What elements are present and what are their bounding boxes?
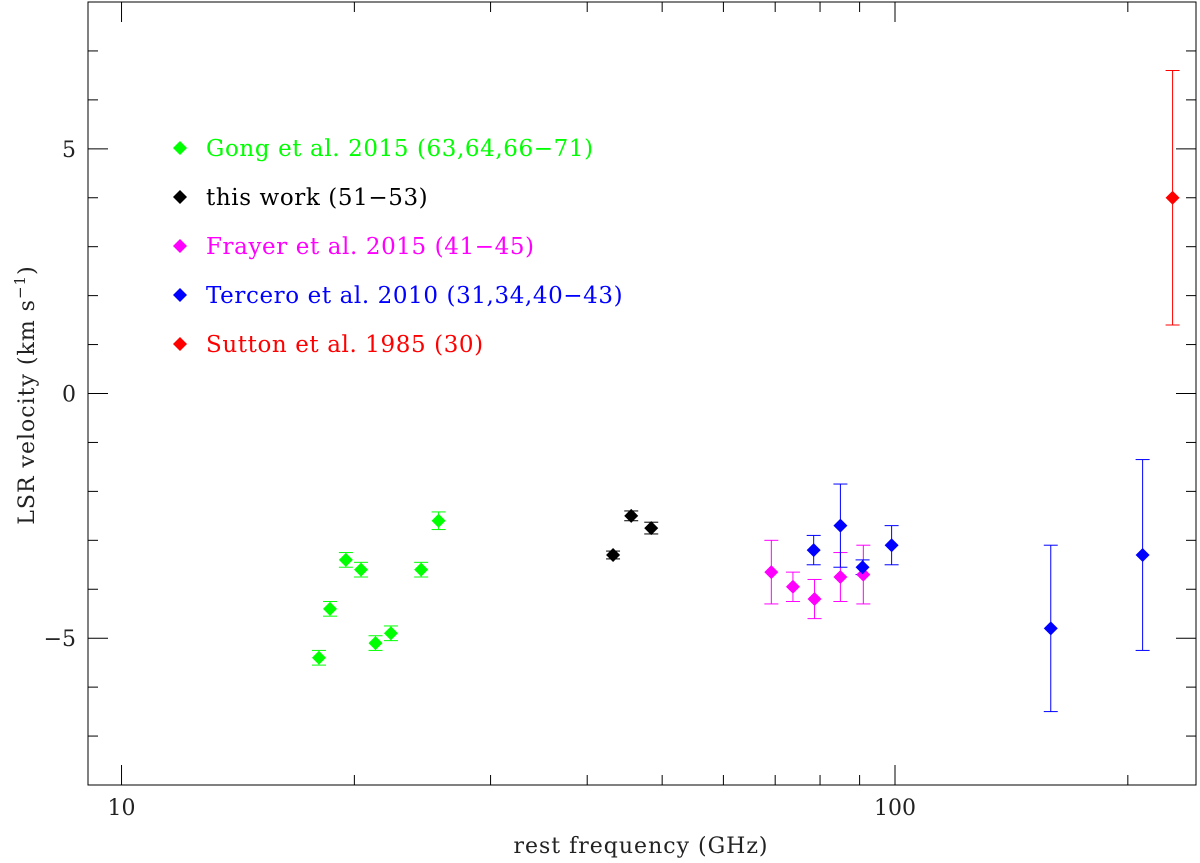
legend-marker [173, 288, 187, 302]
y-axis-label-superscript: −1 [11, 275, 29, 299]
legend-label: Sutton et al. 1985 (30) [206, 332, 484, 358]
data-point [1165, 190, 1180, 205]
data-point [431, 513, 446, 528]
y-axis-label-close: ) [15, 265, 40, 275]
legend-marker [173, 239, 187, 253]
data-point [833, 570, 848, 585]
data-point [338, 552, 353, 567]
legend-label: this work (51−53) [206, 185, 428, 211]
data-point [1135, 547, 1150, 562]
y-axis-label-main: LSR velocity (km s [15, 299, 40, 525]
legend-marker [173, 190, 187, 204]
legend-label: Gong et al. 2015 (63,64,66−71) [206, 136, 594, 162]
x-tick-label: 100 [874, 796, 916, 821]
data-point [322, 601, 337, 616]
data-markers [311, 190, 1180, 665]
data-point [833, 518, 848, 533]
data-point [855, 560, 870, 575]
plot-frame [87, 1, 1197, 786]
y-tick-label: −5 [44, 627, 76, 652]
data-point [807, 592, 822, 607]
error-bars [311, 70, 1180, 713]
data-point [383, 626, 398, 641]
tick-labels: 10 100 −5 0 5 [44, 138, 916, 821]
data-point [644, 521, 659, 536]
x-tick-label: 10 [108, 796, 136, 821]
y-tick-label: 0 [62, 383, 76, 408]
data-point [785, 579, 800, 594]
y-tick-label: 5 [62, 138, 76, 163]
y-axis-label: LSR velocity (km s−1) [11, 265, 40, 524]
data-point [354, 562, 369, 577]
legend-marker [173, 141, 187, 155]
data-point [368, 636, 383, 651]
legend-label: Tercero et al. 2010 (31,34,40−43) [206, 283, 623, 309]
data-point [764, 565, 779, 580]
data-point [884, 538, 899, 553]
legend: Gong et al. 2015 (63,64,66−71) this work … [173, 136, 623, 358]
data-point [624, 508, 639, 523]
data-point [414, 562, 429, 577]
legend-marker [173, 337, 187, 351]
x-axis-label: rest frequency (GHz) [513, 834, 768, 859]
legend-label: Frayer et al. 2015 (41−45) [206, 234, 535, 260]
data-point [1043, 621, 1058, 636]
data-point [606, 547, 621, 562]
plot-border [87, 1, 1197, 786]
data-point [311, 650, 326, 665]
data-point [806, 543, 821, 558]
